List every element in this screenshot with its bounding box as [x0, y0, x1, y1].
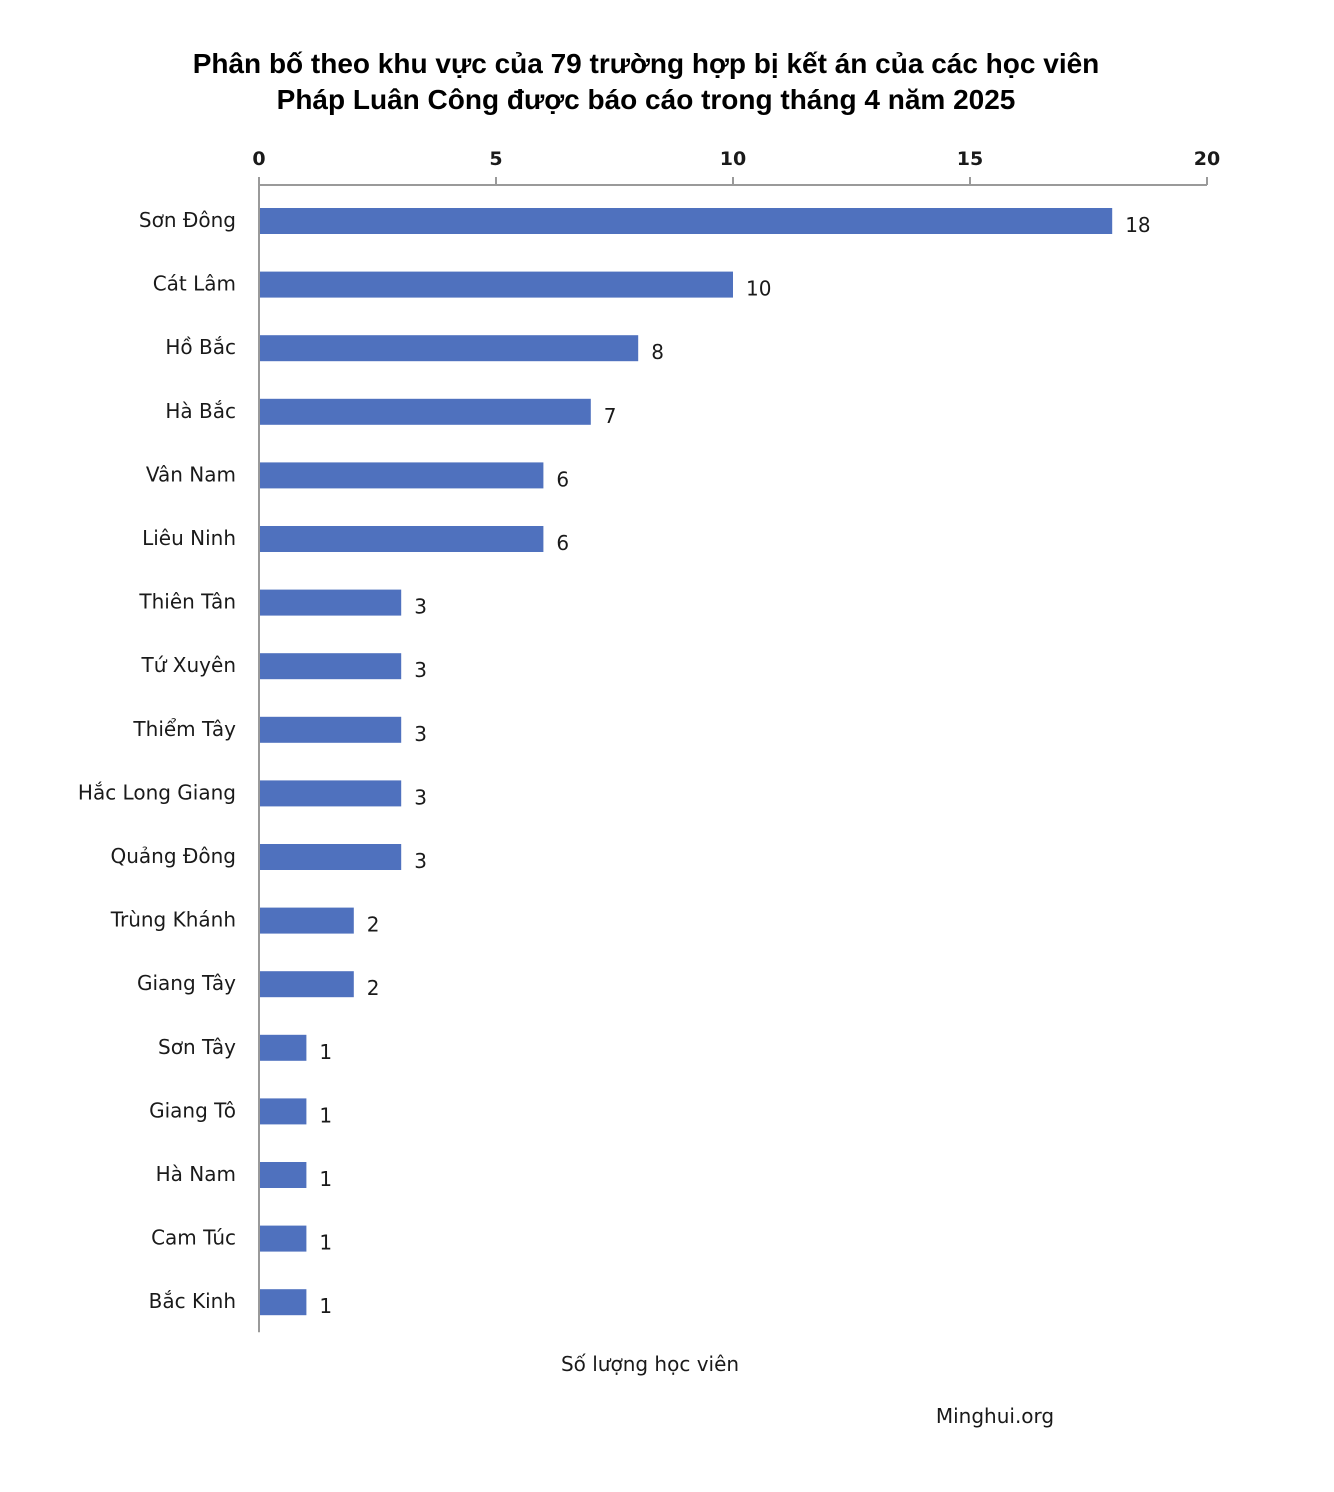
category-label: Tứ Xuyên	[141, 653, 236, 677]
x-tick-label: 0	[252, 148, 265, 170]
data-label: 6	[556, 467, 569, 491]
bar	[260, 1289, 307, 1316]
category-label: Vân Nam	[146, 462, 236, 486]
category-label: Thiên Tân	[138, 590, 236, 614]
x-axis-title: Số lượng học viên	[560, 1352, 740, 1376]
data-label: 7	[604, 404, 617, 428]
bar	[260, 526, 544, 552]
category-label: Liêu Ninh	[142, 526, 236, 550]
data-label: 2	[367, 913, 380, 937]
data-label: 10	[746, 277, 771, 301]
category-label: Sơn Tây	[158, 1035, 236, 1059]
bar	[260, 653, 402, 680]
data-label: 1	[319, 1103, 332, 1127]
bar	[260, 398, 591, 425]
data-label: 1	[319, 1167, 332, 1191]
bar	[260, 716, 402, 743]
axis-group: 0 5 10 15 20	[252, 148, 1220, 1333]
x-tick-label: 5	[489, 148, 502, 170]
category-label: Hà Nam	[156, 1162, 236, 1186]
bar	[260, 1225, 307, 1252]
category-label: Cam Túc	[151, 1226, 236, 1250]
data-label: 1	[319, 1294, 332, 1318]
category-label: Trùng Khánh	[110, 908, 236, 932]
bar	[260, 844, 402, 870]
data-label: 2	[367, 976, 380, 1000]
bars-group	[260, 208, 1113, 1316]
category-label: Quảng Đông	[110, 844, 236, 868]
category-label: Giang Tây	[137, 971, 236, 995]
category-label: Cát Lâm	[153, 272, 236, 296]
bar	[260, 271, 733, 298]
category-label: Hồ Bắc	[165, 335, 236, 359]
data-label: 8	[651, 340, 664, 364]
bar	[260, 971, 354, 998]
data-label: 1	[319, 1231, 332, 1255]
bar	[260, 208, 1113, 234]
data-label: 3	[414, 849, 427, 873]
data-label: 1	[319, 1040, 332, 1064]
x-tick-label: 10	[720, 148, 746, 170]
x-tick-label: 20	[1194, 148, 1220, 170]
chart-title-line-1: Phân bố theo khu vực của 79 trường hợp b…	[192, 48, 1100, 79]
bar	[260, 780, 402, 807]
data-label: 3	[414, 658, 427, 682]
bar	[260, 462, 544, 489]
data-label: 3	[414, 722, 427, 746]
category-label: Hắc Long Giang	[78, 780, 236, 804]
bar	[260, 335, 639, 362]
category-label: Giang Tô	[149, 1098, 236, 1122]
chart-title-line-2: Pháp Luân Công được báo cáo trong tháng …	[276, 84, 1016, 115]
data-label: 3	[414, 785, 427, 809]
data-label: 3	[414, 595, 427, 619]
category-label: Bắc Kinh	[149, 1289, 236, 1313]
category-label: Hà Bắc	[165, 399, 236, 423]
labels-group: Sơn Đông 18 Cát Lâm 10 Hồ Bắc 8 Hà Bắc 7 Vân Nam…	[78, 208, 1151, 1318]
source-label: Minghui.org	[935, 1404, 1055, 1428]
data-label: 6	[556, 531, 569, 555]
category-label: Thiểm Tây	[132, 717, 236, 741]
chart-title: Phân bố theo khu vực của 79 trường hợp b…	[0, 46, 1292, 118]
bar	[260, 1098, 307, 1125]
category-label: Sơn Đông	[139, 208, 236, 232]
bar	[260, 589, 402, 616]
x-tick-label: 15	[957, 148, 983, 170]
data-label: 18	[1125, 213, 1150, 237]
bar	[260, 1034, 307, 1061]
bar	[260, 1162, 307, 1188]
bar	[260, 907, 354, 934]
